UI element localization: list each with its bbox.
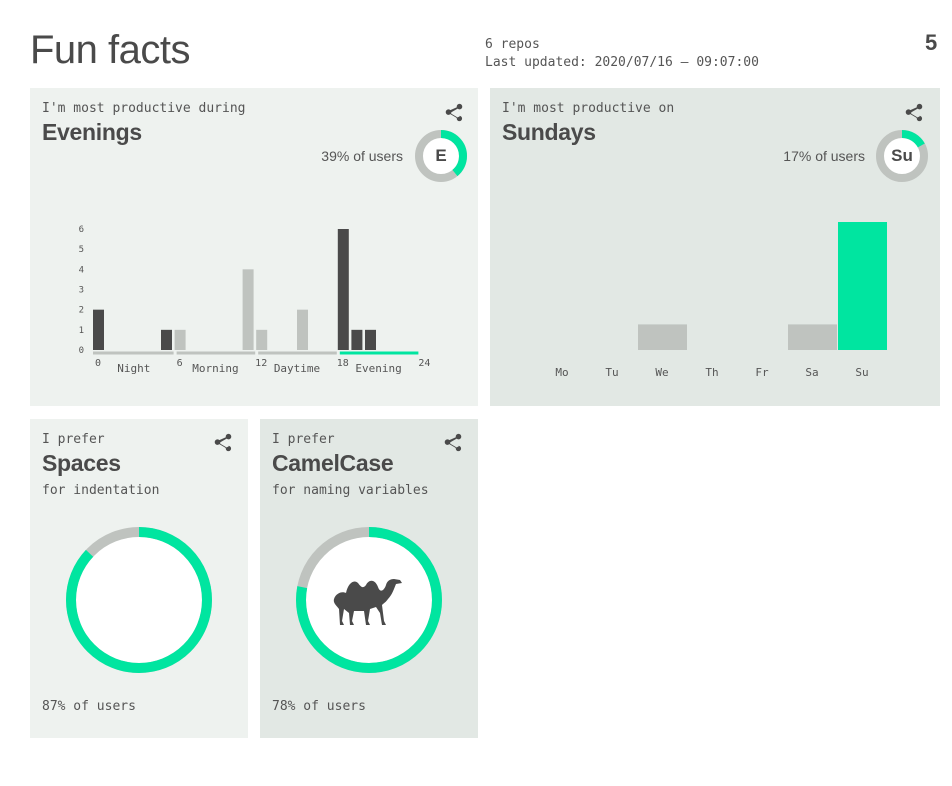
day-label: Su <box>855 366 868 379</box>
period-label: Evening <box>355 362 401 375</box>
y-tick-label: 6 <box>79 225 84 235</box>
donut-progress <box>66 527 212 673</box>
day-label: Sa <box>805 366 818 379</box>
hour-bar <box>365 329 376 350</box>
day-label: Th <box>705 366 718 379</box>
x-tick-label: 12 <box>255 358 267 369</box>
day-bar <box>638 324 687 350</box>
y-tick-label: 1 <box>79 326 84 336</box>
x-tick-label: 24 <box>418 358 430 369</box>
hour-bar <box>297 309 308 350</box>
spaces-percent: 87% of users <box>42 699 136 714</box>
spaces-pre: I prefer <box>42 432 105 447</box>
hour-bar <box>256 329 268 350</box>
day-label: Tu <box>605 366 618 379</box>
camel-headline: CamelCase <box>272 450 394 476</box>
spaces-donut <box>66 527 212 673</box>
share-icon[interactable] <box>442 432 464 454</box>
spaces-sub: for indentation <box>42 483 160 498</box>
days-badge-donut: Su <box>876 130 928 182</box>
header-meta: 6 repos Last updated: 2020/07/16 – 09:07… <box>485 36 759 72</box>
days-badge-ring <box>876 130 928 182</box>
hours-headline: Evenings <box>42 119 142 145</box>
page-number: 5 <box>925 30 938 55</box>
hours-card: I'm most productive during Evenings 39% … <box>30 88 478 406</box>
camel-icon <box>333 579 402 625</box>
hour-bar <box>242 269 254 350</box>
x-tick-label: 0 <box>95 358 101 369</box>
day-label: We <box>655 366 668 379</box>
hour-bar <box>93 309 104 350</box>
period-label: Morning <box>192 362 238 375</box>
share-icon[interactable] <box>903 102 925 124</box>
y-tick-label: 5 <box>79 245 84 255</box>
days-headline: Sundays <box>502 119 596 145</box>
days-card: I'm most productive on Sundays 17% of us… <box>490 88 940 406</box>
hours-percent: 39% of users <box>321 148 403 164</box>
donut-progress <box>415 130 467 182</box>
hour-bar <box>174 329 186 350</box>
last-updated: Last updated: 2020/07/16 – 09:07:00 <box>485 55 759 70</box>
hour-bar <box>161 329 172 350</box>
day-bar <box>788 324 837 350</box>
camel-card: I prefer CamelCase for naming variables … <box>260 419 478 738</box>
day-label: Fr <box>755 366 769 379</box>
camel-pre: I prefer <box>272 432 335 447</box>
hour-bar <box>337 229 349 350</box>
x-tick-label: 6 <box>177 358 183 369</box>
period-label: Night <box>117 362 150 375</box>
share-icon[interactable] <box>212 432 234 454</box>
hours-badge-label: E <box>435 146 447 165</box>
y-tick-label: 2 <box>79 306 84 316</box>
camel-sub: for naming variables <box>272 483 429 498</box>
day-label: Mo <box>555 366 568 379</box>
hour-bar <box>351 329 363 350</box>
repos-count: 6 repos <box>485 37 540 52</box>
share-icon[interactable] <box>443 102 465 124</box>
days-pre: I'm most productive on <box>502 101 675 116</box>
y-tick-label: 4 <box>79 265 84 275</box>
page-title: Fun facts <box>30 28 191 72</box>
days-percent: 17% of users <box>783 148 865 164</box>
days-badge-label: Su <box>891 146 913 165</box>
y-tick-label: 3 <box>79 286 84 296</box>
x-tick-label: 18 <box>337 358 349 369</box>
camel-percent: 78% of users <box>272 699 366 714</box>
hours-badge-ring <box>415 130 467 182</box>
hours-badge-donut: E <box>415 130 467 182</box>
period-label: Daytime <box>274 362 320 375</box>
spaces-headline: Spaces <box>42 450 121 476</box>
day-bar <box>838 222 887 350</box>
y-tick-label: 0 <box>79 346 84 356</box>
donut-progress <box>876 130 928 182</box>
hours-pre: I'm most productive during <box>42 101 246 116</box>
donut-progress <box>296 527 442 673</box>
spaces-card: I prefer Spaces for indentation 87% of u… <box>30 419 248 738</box>
days-chart: Mo Tu We Th Fr Sa Su <box>555 222 887 379</box>
